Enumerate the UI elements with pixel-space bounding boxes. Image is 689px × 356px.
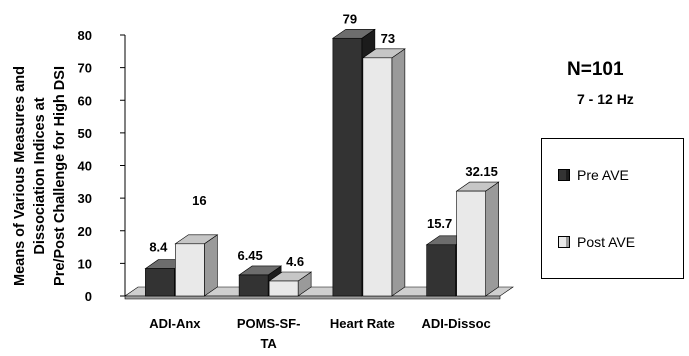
- y-tick-label: 40: [78, 159, 92, 174]
- legend-item-pre: Pre AVE: [558, 167, 629, 183]
- legend: Pre AVE Post AVE: [541, 138, 684, 279]
- post-bar-side: [485, 181, 499, 297]
- x-axis-categories: ADI-Anx POMS-SF- TA Heart Rate ADI-Dissoc: [149, 316, 491, 351]
- y-tick-label: 30: [78, 191, 92, 206]
- y-tick-label: 20: [78, 224, 92, 239]
- y-tick-label: 80: [78, 28, 92, 43]
- pre-bar: [238, 274, 269, 297]
- x-category-label: TA: [260, 336, 277, 351]
- y-axis: 0 10 20 30 40 50 60 70 80: [78, 28, 126, 304]
- post-bar-side: [391, 48, 406, 297]
- post-data-label: 73: [381, 31, 395, 46]
- pre-data-label: 15.7: [427, 216, 452, 231]
- legend-item-post: Post AVE: [558, 234, 635, 250]
- x-category-label: POMS-SF-: [237, 316, 301, 331]
- bars: [144, 28, 500, 297]
- legend-swatch-pre: [558, 169, 570, 181]
- pre-data-label: 8.4: [149, 240, 168, 255]
- y-axis-title-line: Pre/Post Challenge for High DSI: [52, 66, 68, 286]
- pre-bar: [145, 268, 175, 297]
- y-axis-title-line: Means of Various Measures and: [12, 66, 28, 286]
- floor-front: [124, 295, 501, 300]
- legend-label-pre: Pre AVE: [577, 167, 629, 183]
- post-bar-side: [204, 234, 218, 297]
- y-axis-title-group: Means of Various Measures and Dissociatio…: [12, 66, 68, 286]
- y-axis-title: Means of Various Measures and Dissociatio…: [12, 66, 68, 286]
- pre-bar: [332, 37, 363, 297]
- y-tick-label: 60: [78, 93, 92, 108]
- post-data-label: 32.15: [465, 164, 498, 179]
- pre-bar: [426, 244, 456, 297]
- legend-label-post: Post AVE: [577, 234, 636, 250]
- y-tick-label: 50: [78, 126, 92, 141]
- x-category-label: ADI-Dissoc: [421, 316, 490, 331]
- y-tick-label: 10: [78, 256, 92, 271]
- legend-swatch-post: [558, 236, 570, 248]
- y-tick-label: 70: [78, 61, 92, 76]
- post-data-label: 4.6: [286, 254, 304, 269]
- pre-data-label: 6.45: [237, 248, 262, 263]
- pre-data-label: 79: [343, 11, 357, 26]
- sample-size-annotation: N=101: [567, 59, 624, 80]
- post-bar: [362, 57, 393, 297]
- frequency-annotation: 7 - 12 Hz: [577, 91, 634, 107]
- post-bar: [456, 190, 486, 297]
- post-bar: [268, 280, 299, 297]
- x-category-label: Heart Rate: [330, 316, 395, 331]
- y-axis-title-line: Dissociation Indices at: [32, 97, 48, 254]
- post-data-label: 16: [192, 193, 206, 208]
- data-labels: 8.4 16 6.45 4.6 79 73 15.7 32.15: [149, 11, 498, 269]
- post-bar: [175, 243, 205, 297]
- y-tick-label: 0: [85, 289, 92, 304]
- x-category-label: ADI-Anx: [149, 316, 201, 331]
